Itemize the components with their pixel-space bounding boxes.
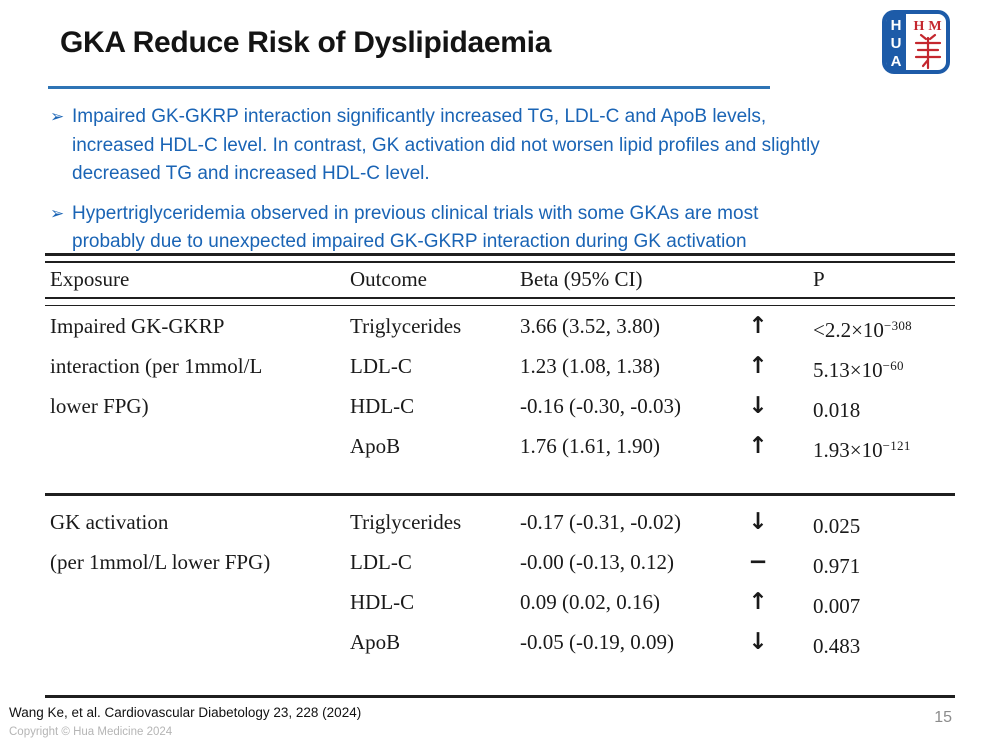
p-value-cell: 0.483 [795, 622, 955, 662]
logo-hua-character-icon [914, 33, 942, 70]
slide-title: GKA Reduce Risk of Dyslipidaemia [60, 26, 552, 59]
beta-cell: 1.23 (1.08, 1.38) [520, 354, 660, 378]
exposure-cell: Impaired GK-GKRP interaction (per 1mmol/… [50, 314, 263, 418]
header-exposure: Exposure [50, 267, 130, 291]
header-outcome: Outcome [350, 267, 427, 291]
beta-cell: -0.00 (-0.13, 0.12) [520, 550, 674, 574]
p-value-cell: 0.025 [795, 502, 955, 542]
exposure-cell: GK activation (per 1mmol/L lower FPG) [50, 510, 271, 574]
p-value: 0.025 [813, 514, 861, 538]
table-top-rule-thin [45, 261, 955, 263]
header-p: P [813, 267, 825, 291]
bullet-text: Hypertriglyceridemia observed in previou… [72, 202, 759, 253]
table-top-rule [45, 253, 955, 256]
up-arrow-icon: ↑ [748, 589, 768, 615]
p-value-cell: 5.13×10−60 [795, 346, 955, 386]
logo-letter-h: H [891, 17, 902, 34]
title-underline [48, 86, 770, 89]
logo-letter-hm-m: M [928, 19, 941, 34]
logo-letter-a: A [891, 53, 902, 70]
page-number: 15 [934, 709, 952, 726]
citation-text: Wang Ke, et al. Cardiovascular Diabetolo… [9, 705, 362, 720]
p-value: 0.007 [813, 594, 861, 618]
down-arrow-icon: ↓ [748, 509, 768, 535]
outcome-cell: ApoB [350, 630, 401, 654]
hua-medicine-logo: H U A H M [882, 10, 950, 74]
p-exponent: −121 [882, 438, 911, 453]
beta-cell: 1.76 (1.61, 1.90) [520, 434, 660, 458]
table-bottom-rule [45, 695, 955, 698]
beta-cell: -0.17 (-0.31, -0.02) [520, 510, 681, 534]
dash-icon: − [748, 549, 768, 575]
bullet-item: ➢ Hypertriglyceridemia observed in previ… [50, 200, 942, 257]
p-value-cell: 0.007 [795, 582, 955, 622]
bullet-arrow-icon: ➢ [50, 107, 65, 126]
results-table: Exposure Outcome Beta (95% CI) P Impaire… [45, 253, 955, 698]
table-header-row: Exposure Outcome Beta (95% CI) P [45, 263, 955, 299]
outcome-cell: Triglycerides [350, 314, 462, 338]
p-value: 0.018 [813, 398, 861, 422]
logo-letter-hm-h: H [914, 19, 925, 34]
p-exponent: −308 [883, 318, 912, 333]
outcome-cell: LDL-C [350, 354, 412, 378]
bullet-item: ➢ Impaired GK-GKRP interaction significa… [50, 103, 942, 189]
beta-cell: -0.16 (-0.30, -0.03) [520, 394, 681, 418]
down-arrow-icon: ↓ [748, 629, 768, 655]
beta-cell: 0.09 (0.02, 0.16) [520, 590, 660, 614]
p-value: <2.2×10 [813, 318, 884, 342]
outcome-cell: LDL-C [350, 550, 412, 574]
up-arrow-icon: ↑ [748, 313, 768, 339]
p-value: 0.483 [813, 634, 861, 658]
bullet-arrow-icon: ➢ [50, 203, 65, 223]
up-arrow-icon: ↑ [748, 353, 768, 379]
outcome-cell: HDL-C [350, 590, 415, 614]
p-exponent: −60 [882, 358, 904, 373]
copyright-text: Copyright © Hua Medicine 2024 [9, 726, 173, 738]
table-section-gk-activation: GK activation (per 1mmol/L lower FPG) Tr… [45, 496, 955, 695]
outcome-cell: Triglycerides [350, 510, 462, 534]
p-value: 5.13×10 [813, 358, 883, 382]
p-value-cell: 1.93×10−121 [795, 426, 955, 466]
outcome-cell: HDL-C [350, 394, 415, 418]
p-value-cell: 0.971 [795, 542, 955, 582]
outcome-cell: ApoB [350, 434, 401, 458]
p-value-cell: 0.018 [795, 386, 955, 426]
beta-cell: -0.05 (-0.19, 0.09) [520, 630, 674, 654]
section-divider-rule [45, 493, 955, 496]
logo-left-bar [886, 13, 906, 71]
bullet-list: ➢ Impaired GK-GKRP interaction significa… [50, 103, 942, 257]
header-beta: Beta (95% CI) [520, 267, 643, 291]
p-value: 1.93×10 [813, 438, 883, 462]
down-arrow-icon: ↓ [748, 393, 768, 419]
logo-letter-u: U [891, 35, 902, 52]
p-value: 0.971 [813, 554, 861, 578]
beta-cell: 3.66 (3.52, 3.80) [520, 314, 660, 338]
bullet-text: Impaired GK-GKRP interaction significant… [72, 106, 820, 184]
table-section-impaired-gk-gkrp: Impaired GK-GKRP interaction (per 1mmol/… [45, 306, 955, 493]
p-value-cell: <2.2×10−308 [795, 306, 955, 346]
up-arrow-icon: ↑ [748, 433, 768, 459]
header-bottom-rule-thin [45, 304, 955, 306]
